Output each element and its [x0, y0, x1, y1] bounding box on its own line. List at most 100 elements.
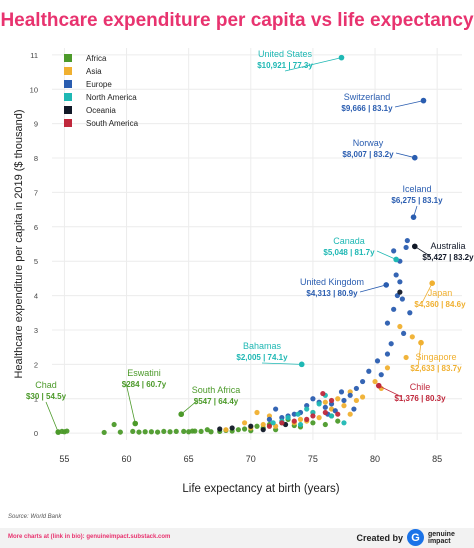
highlighted-point: [178, 411, 185, 418]
data-point: [223, 427, 229, 433]
data-point: [384, 365, 391, 371]
annotation-country: Chad: [35, 380, 57, 390]
legend-label: South America: [86, 119, 139, 128]
brand-name: genuine impact: [428, 530, 455, 545]
annotation-value: $4,360 | 84.6y: [414, 300, 466, 309]
highlighted-point: [410, 214, 417, 220]
data-point: [320, 390, 326, 397]
data-point: [291, 418, 297, 424]
x-tick-label: 65: [184, 454, 194, 464]
annotation-country: Eswatini: [127, 368, 161, 378]
created-by-label: Created by: [356, 532, 403, 543]
y-tick-label: 2: [34, 360, 38, 369]
highlighted-point: [420, 97, 427, 104]
data-point: [322, 421, 328, 428]
x-axis-label: Life expectancy at birth (years): [182, 483, 339, 495]
annotation-leader: [417, 342, 422, 368]
data-point: [304, 416, 310, 422]
x-tick-label: 60: [122, 454, 132, 464]
data-point: [347, 411, 353, 417]
y-tick-label: 0: [34, 429, 38, 438]
legend-swatch: [64, 106, 72, 114]
highlighted-point: [393, 256, 399, 263]
annotation-country: Chile: [410, 382, 431, 392]
annotation-country: United States: [258, 49, 313, 59]
data-point: [235, 427, 241, 433]
annotation-leader: [394, 100, 424, 108]
y-tick-label: 8: [34, 154, 38, 163]
data-point: [393, 272, 399, 278]
data-point: [384, 351, 391, 357]
highlighted-point: [298, 361, 305, 368]
annotation-country: Singapore: [415, 352, 456, 362]
data-point: [142, 429, 148, 435]
data-point: [360, 394, 366, 400]
data-point: [248, 423, 254, 429]
data-point: [353, 385, 359, 392]
y-tick-label: 6: [34, 223, 38, 232]
data-point: [198, 428, 204, 435]
annotation-leader: [284, 57, 342, 72]
annotation-country: Australia: [430, 241, 465, 251]
annotation-value: $10,921 | 77.3y: [257, 61, 313, 70]
data-point: [397, 323, 403, 330]
data-point: [341, 397, 347, 404]
data-point: [404, 237, 410, 244]
annotation-value: $2,005 | 74.1y: [236, 353, 288, 362]
x-tick-label: 70: [246, 454, 256, 464]
annotation-value: $6,275 | 83.1y: [391, 196, 443, 205]
highlighted-point: [383, 282, 390, 288]
data-point: [351, 406, 357, 412]
data-point: [335, 411, 341, 417]
y-tick-label: 4: [34, 292, 38, 301]
legend-swatch: [64, 67, 72, 75]
data-point: [341, 420, 347, 426]
data-point: [297, 421, 304, 428]
annotation-country: Iceland: [402, 184, 431, 194]
data-point: [291, 411, 297, 417]
data-point: [130, 428, 136, 435]
legend-swatch: [64, 93, 72, 101]
highlighted-point: [55, 429, 62, 435]
data-point: [338, 389, 345, 395]
annotation-leader: [180, 399, 199, 415]
annotation-leader: [414, 246, 431, 257]
annotation-country: Switzerland: [344, 92, 391, 102]
data-point: [407, 310, 413, 316]
annotation-leader: [125, 382, 136, 424]
x-tick-label: 80: [370, 454, 380, 464]
annotation-value: $5,427 | 83.2y: [422, 253, 474, 262]
data-point: [279, 420, 285, 426]
data-point: [266, 423, 273, 429]
data-point: [316, 401, 322, 407]
highlighted-point: [418, 339, 424, 346]
annotation-value: $4,313 | 80.9y: [306, 289, 358, 298]
data-point: [322, 399, 328, 405]
annotation-country: Norway: [353, 138, 384, 148]
data-point: [316, 415, 322, 421]
legend-swatch: [64, 54, 72, 62]
data-point: [409, 334, 415, 340]
data-point: [266, 416, 273, 422]
highlighted-point: [411, 243, 418, 250]
footer-link[interactable]: More charts at (link in bio): genuineimp…: [8, 534, 171, 540]
data-point: [310, 413, 316, 419]
y-tick-label: 1: [34, 395, 38, 404]
data-point: [229, 425, 235, 431]
data-point: [270, 420, 276, 426]
y-tick-label: 7: [34, 188, 38, 197]
legend-label: Asia: [86, 67, 102, 76]
data-point: [403, 354, 409, 361]
data-point: [341, 403, 347, 409]
data-point: [304, 406, 310, 412]
data-point: [401, 330, 407, 337]
annotation-leader: [378, 385, 403, 398]
data-point: [217, 426, 223, 432]
annotation-value: $8,007 | 83.2y: [342, 150, 394, 159]
data-point: [181, 428, 187, 435]
data-point: [285, 415, 291, 421]
annotation-leader: [376, 250, 397, 260]
data-point: [391, 248, 397, 254]
annotation-country: Bahamas: [243, 341, 282, 351]
data-point: [374, 358, 381, 364]
